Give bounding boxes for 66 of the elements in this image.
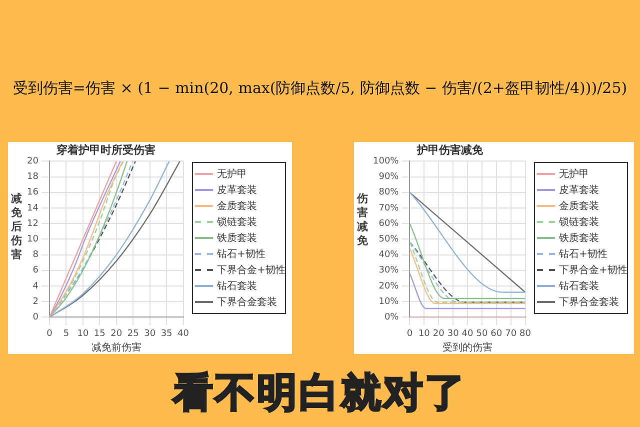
y-tick-label: 20 <box>27 156 39 167</box>
legend-label: 下界合金+韧性 <box>559 264 628 277</box>
x-tick-label: 15 <box>94 328 106 339</box>
y-tick-label: 50% <box>378 234 400 245</box>
x-tick-label: 50 <box>476 328 488 339</box>
y-tick-label: 0 <box>32 312 39 323</box>
legend-label: 钻石套装 <box>217 280 257 293</box>
x-tick-label: 30 <box>144 328 156 339</box>
y-tick-label: 4 <box>32 281 39 292</box>
y-tick-label: 6 <box>32 266 39 276</box>
y-tick-label: 14 <box>27 203 39 214</box>
y-tick-label: 30% <box>378 266 400 276</box>
y-tick-label: 16 <box>27 188 39 198</box>
legend-label: 钻石+韧性 <box>559 248 608 261</box>
x-axis-title: 受到的伤害 <box>442 342 492 354</box>
y-tick-label: 0% <box>384 312 400 323</box>
y-tick-label: 90% <box>378 172 400 182</box>
legend-label: 金质套装 <box>217 200 257 213</box>
y-tick-label: 10% <box>378 296 400 307</box>
y-tick-label: 12 <box>27 218 38 229</box>
legend-label: 锁链套装 <box>217 216 257 229</box>
legend-label: 下界合金+韧性 <box>217 264 286 277</box>
text: 看不明白就对了 <box>173 368 467 418</box>
x-tick-label: 0 <box>406 328 413 339</box>
y-tick-label: 2 <box>32 296 38 307</box>
x-tick-label: 70 <box>505 328 517 339</box>
legend-label: 下界合金套装 <box>559 296 619 309</box>
y-tick-label: 8 <box>32 250 39 260</box>
text: 受到伤害=伤害 × (1 − min(20, max(防御点数/5, 防御点数 − 伤害/(2+盔甲韧性/4)))/25) <box>12 78 628 98</box>
legend-label: 钻石套装 <box>559 280 599 293</box>
x-axis-title: 减免前伤害 <box>91 342 142 354</box>
legend-label: 无护甲 <box>217 168 247 181</box>
x-tick-label: 40 <box>178 328 190 339</box>
legend-label: 锁链套装 <box>559 216 599 229</box>
y-tick-label: 18 <box>27 172 39 182</box>
legend-label: 铁质套装 <box>217 232 257 245</box>
legend-label: 皮革套装 <box>217 184 257 197</box>
chart-title: 护甲伤害减免 <box>416 143 484 156</box>
x-tick-label: 25 <box>127 328 139 339</box>
legend-label: 皮革套装 <box>559 184 599 197</box>
y-tick-label: 100% <box>372 156 400 167</box>
chart-title: 穿着护甲时所受伤害 <box>56 143 156 156</box>
x-tick-label: 80 <box>520 328 532 339</box>
x-tick-label: 35 <box>160 328 172 339</box>
legend-label: 钻石+韧性 <box>217 248 266 261</box>
x-tick-label: 60 <box>490 328 502 339</box>
y-axis-title: 减免后伤害 <box>11 192 22 262</box>
x-tick-label: 10 <box>418 328 430 339</box>
legend-label: 铁质套装 <box>559 232 599 245</box>
x-tick-label: 40 <box>462 328 474 339</box>
y-tick-label: 60% <box>378 218 400 229</box>
y-tick-label: 20% <box>378 281 400 292</box>
y-tick-label: 70% <box>378 203 400 214</box>
legend-label: 无护甲 <box>559 168 589 181</box>
x-tick-label: 20 <box>432 328 445 339</box>
legend-label: 金质套装 <box>559 200 599 213</box>
legend-label: 下界合金套装 <box>217 296 277 309</box>
x-tick-label: 30 <box>447 328 460 339</box>
x-tick-label: 10 <box>77 328 89 339</box>
x-tick-label: 0 <box>46 328 53 339</box>
y-tick-label: 80% <box>378 188 400 198</box>
y-axis-title: 伤害减免 <box>357 192 368 248</box>
x-tick-label: 5 <box>63 328 70 339</box>
x-tick-label: 20 <box>110 328 122 339</box>
y-tick-label: 10 <box>27 234 39 245</box>
y-tick-label: 40% <box>378 250 400 260</box>
